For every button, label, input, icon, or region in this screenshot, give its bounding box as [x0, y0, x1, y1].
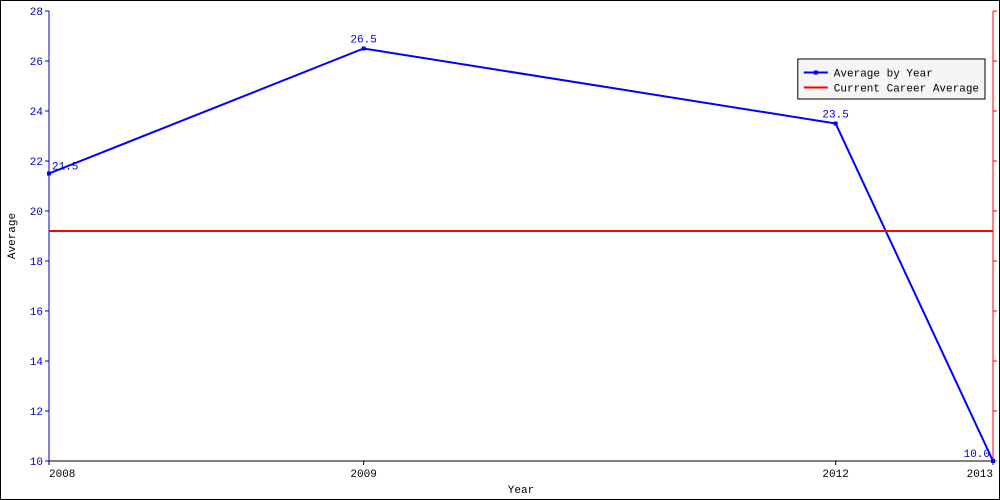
legend-label: Current Career Average: [834, 84, 979, 96]
series-average-by-year: [49, 49, 993, 462]
series-marker: [362, 47, 366, 51]
point-label: 10.0: [964, 449, 990, 461]
y-left-tick-label: 12: [30, 407, 43, 419]
x-tick-label: 2013: [967, 469, 993, 481]
y-left-tick-label: 22: [30, 157, 43, 169]
series-marker: [47, 172, 51, 176]
series-marker: [834, 122, 838, 126]
x-axis-label: Year: [508, 485, 534, 497]
point-label: 26.5: [350, 35, 376, 47]
chart-container: 10121416182022242628Average20.1520.2020.…: [0, 0, 1000, 500]
y-left-tick-label: 10: [30, 457, 43, 469]
x-tick-label: 2008: [49, 469, 75, 481]
y-left-tick-label: 24: [30, 107, 44, 119]
x-tick-label: 2012: [822, 469, 848, 481]
legend-label: Average by Year: [834, 69, 933, 81]
y-left-tick-label: 20: [30, 207, 43, 219]
point-label: 23.5: [822, 110, 848, 122]
y-left-tick-label: 28: [30, 7, 43, 19]
y-left-tick-label: 16: [30, 307, 43, 319]
line-chart: 10121416182022242628Average20.1520.2020.…: [1, 1, 999, 499]
series-marker: [991, 459, 995, 463]
y-left-axis-label: Average: [7, 213, 19, 259]
y-left-tick-label: 26: [30, 57, 43, 69]
x-tick-label: 2009: [350, 469, 376, 481]
point-label: 21.5: [52, 162, 78, 174]
y-left-tick-label: 18: [30, 257, 43, 269]
legend-marker: [814, 71, 818, 75]
y-left-tick-label: 14: [30, 357, 44, 369]
